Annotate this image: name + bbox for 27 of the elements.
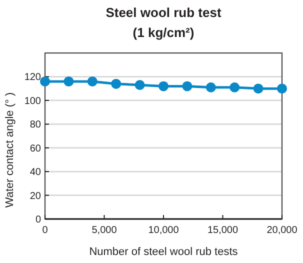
x-tick-label: 20,000	[266, 225, 298, 236]
point	[64, 76, 74, 86]
point	[111, 78, 122, 89]
y-tick-label: 60	[30, 143, 42, 154]
y-tick-label: 80	[30, 120, 42, 131]
x-tick-label: 15,000	[207, 225, 238, 236]
chart-title: Steel wool rub test	[106, 5, 222, 20]
x-tick-label: 10,000	[148, 225, 180, 236]
y-tick-label: 40	[30, 167, 42, 178]
point	[40, 76, 50, 86]
y-tick-label: 20	[30, 190, 42, 202]
y-tick-label: 0	[35, 214, 42, 226]
point	[230, 82, 240, 92]
point	[277, 84, 287, 94]
y-tick-label: 100	[24, 96, 42, 107]
x-tick-label: 0	[42, 225, 48, 236]
point	[134, 80, 145, 90]
point	[182, 81, 192, 92]
point	[206, 82, 216, 92]
x-tick-label: 5,000	[92, 225, 118, 236]
point	[253, 84, 264, 94]
x-axis-title: Number of steel wool rub tests	[89, 246, 238, 258]
y-axis-title: Water contact angle (° )	[4, 92, 16, 208]
chart-subtitle: (1 kg/cm²)	[132, 25, 194, 40]
point	[87, 76, 98, 86]
y-tick-label: 120	[24, 72, 42, 84]
point	[158, 81, 168, 92]
